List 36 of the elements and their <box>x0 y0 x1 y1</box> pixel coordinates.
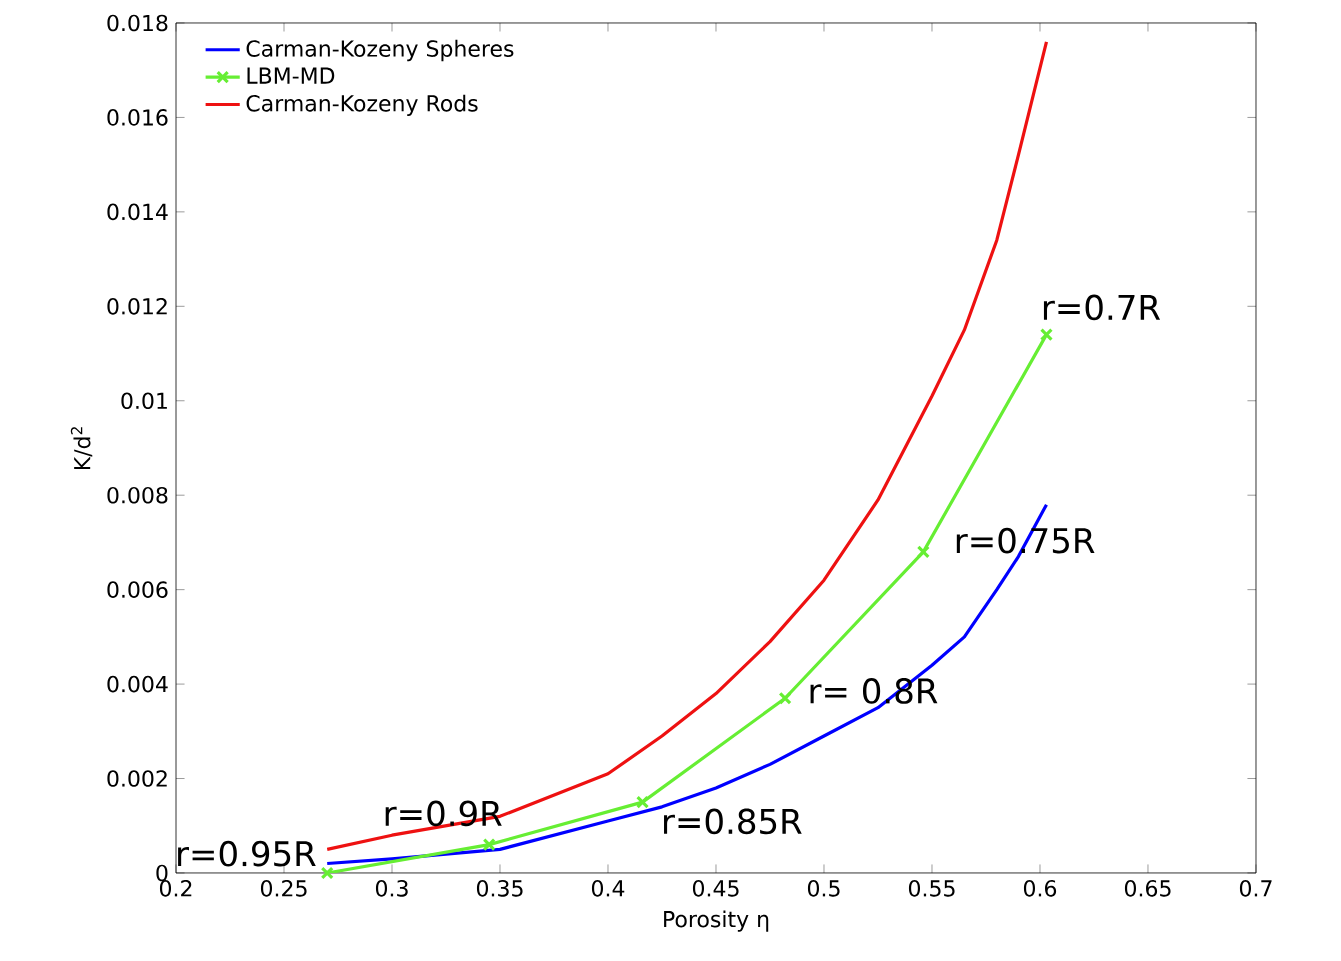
y-tick-label: 0.008 <box>107 486 168 504</box>
legend-label: LBM-MD <box>247 67 335 84</box>
y-tick-label: 0.002 <box>107 770 167 787</box>
point <box>778 691 792 705</box>
legend-label: Carman-Kozeny Spheres <box>246 39 514 62</box>
y-tick-label: 0.016 <box>107 109 168 126</box>
x-tick-label: 0.4 <box>591 880 625 897</box>
x-tick-label: 0.55 <box>908 880 955 897</box>
x-tick-label: 0.65 <box>1124 880 1171 897</box>
point <box>482 838 496 852</box>
x-tick-label: 0.2 <box>159 880 192 897</box>
annotation: r=0.95R <box>178 840 316 867</box>
point <box>916 545 930 559</box>
x-tick-label: 0.35 <box>476 880 523 897</box>
y-tick-label: 0 <box>156 864 168 882</box>
y-tick-label: 0.01 <box>121 392 167 410</box>
y-tick-label: 0.004 <box>107 675 168 693</box>
x-axis-title: Porosity η <box>664 910 769 932</box>
annotation: r=0.7R <box>1043 294 1161 321</box>
x-tick-label: 0.7 <box>1239 880 1272 897</box>
x-tick-label: 0.25 <box>260 880 307 897</box>
point <box>320 866 334 880</box>
y-tick-label: 0.006 <box>107 581 168 598</box>
y-tick-label: 0.012 <box>107 298 167 315</box>
x-tick-label: 0.3 <box>375 880 408 897</box>
x-tick-label: 0.6 <box>1023 880 1057 897</box>
point <box>636 795 650 809</box>
legend-label: Carman-Kozeny Rods <box>246 94 478 116</box>
x-tick-label: 0.45 <box>692 880 739 897</box>
y-axis-title: K/d$^{2}$ <box>70 427 93 470</box>
y-tick-label: 0.018 <box>107 14 168 32</box>
point <box>1039 328 1054 342</box>
y-tick-label: 0.014 <box>107 203 168 221</box>
annotation: r=0.85R <box>664 808 802 835</box>
annotation: r=0.9R <box>385 800 502 827</box>
x-tick-label: 0.5 <box>807 880 840 897</box>
